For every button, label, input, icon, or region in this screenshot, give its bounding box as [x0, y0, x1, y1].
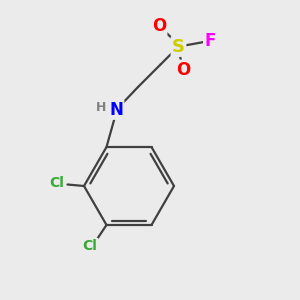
Text: Cl: Cl [82, 239, 98, 253]
Text: O: O [152, 16, 166, 34]
Text: N: N [109, 100, 123, 118]
Text: F: F [204, 32, 216, 50]
Text: S: S [172, 38, 185, 56]
Text: O: O [176, 61, 190, 79]
Text: H: H [96, 100, 106, 114]
Text: Cl: Cl [50, 176, 64, 190]
